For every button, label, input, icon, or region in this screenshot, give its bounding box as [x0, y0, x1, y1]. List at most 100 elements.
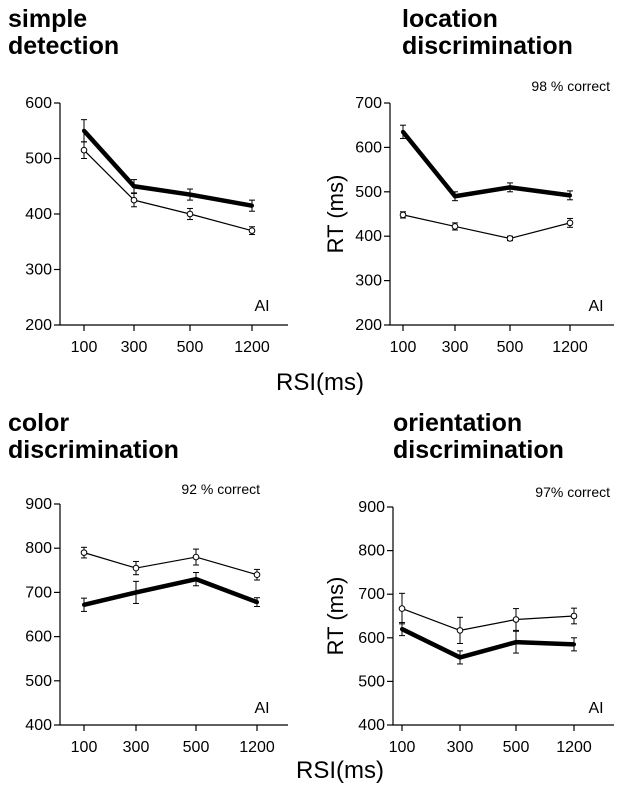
thick-series-line [82, 129, 253, 208]
thin-series-line [402, 214, 571, 240]
y-axis-label: RT (ms) [323, 175, 348, 254]
data-point-filled [453, 194, 457, 199]
y-tick-label: 400 [25, 717, 52, 734]
y-tick-label: 900 [358, 499, 385, 516]
y-tick-label: 600 [25, 95, 52, 112]
y-axis-label: RT (ms) [323, 577, 348, 656]
data-point-filled [401, 129, 405, 134]
thick-series-line [401, 627, 575, 660]
axis-lines [392, 507, 614, 726]
data-point-filled [82, 128, 86, 133]
y-tick-label: 600 [358, 630, 385, 647]
x-tick-label: 1200 [234, 339, 270, 356]
thin-series-line [401, 608, 575, 631]
x-tick-label: 300 [447, 739, 474, 756]
thick-series-line [401, 130, 571, 199]
data-point-open-circle [398, 605, 406, 612]
y-tick-label: 700 [25, 584, 52, 601]
x-axis-label-top: RSI(ms) [276, 369, 364, 396]
data-point-open-circle [192, 553, 200, 561]
y-tick-label: 600 [355, 139, 382, 156]
axis-lines [59, 504, 288, 726]
axis-lines [59, 103, 288, 326]
y-tick-label: 800 [25, 540, 52, 557]
chart-title-line: orientation [393, 409, 522, 437]
y-tick-label: 500 [355, 184, 382, 201]
y-tick-label: 200 [25, 317, 52, 334]
data-point-filled [508, 185, 512, 190]
y-tick-label: 700 [355, 95, 382, 112]
accuracy-note: 97% correct [535, 484, 610, 500]
y-tick-label: 200 [355, 317, 382, 334]
accuracy-note: 92 % correct [181, 481, 260, 497]
x-tick-label: 1200 [239, 739, 275, 756]
data-point-filled [194, 577, 198, 582]
x-tick-label: 100 [71, 739, 98, 756]
data-point-filled [188, 192, 192, 197]
x-tick-label: 300 [123, 739, 150, 756]
x-tick-label: 100 [71, 339, 98, 356]
data-point-filled [400, 627, 404, 632]
x-tick-label: 500 [183, 739, 210, 756]
x-tick-label: 500 [497, 339, 524, 356]
y-tick-label: 700 [358, 586, 385, 603]
subject-label: AI [588, 298, 603, 315]
y-tick-label: 300 [355, 273, 382, 290]
x-tick-label: 300 [121, 339, 148, 356]
chart-title-line: location [402, 5, 498, 33]
data-point-open-circle [566, 219, 574, 227]
chart-title-line: discrimination [393, 436, 564, 464]
chart-title-line: detection [8, 32, 119, 60]
data-point-open-circle [570, 612, 578, 620]
y-tick-label: 800 [358, 543, 385, 560]
data-point-filled [255, 600, 259, 605]
chart-title-line: color [8, 409, 69, 437]
chart-title-line: simple [8, 5, 87, 33]
subject-label: AI [588, 700, 603, 717]
x-tick-label: 1200 [556, 739, 592, 756]
y-tick-label: 500 [25, 151, 52, 168]
data-point-filled [458, 655, 462, 660]
y-tick-label: 400 [358, 717, 385, 734]
y-tick-label: 500 [358, 673, 385, 690]
data-point-filled [82, 602, 86, 607]
x-tick-label: 500 [503, 739, 530, 756]
subject-label: AI [254, 298, 269, 315]
x-tick-label: 300 [442, 339, 469, 356]
axis-lines [389, 103, 614, 326]
accuracy-note: 98 % correct [531, 78, 610, 94]
x-tick-label: 100 [389, 739, 416, 756]
data-point-filled [514, 640, 518, 645]
y-tick-label: 500 [25, 673, 52, 690]
data-point-open-circle [512, 616, 520, 623]
data-point-open-circle [186, 210, 194, 218]
y-tick-label: 400 [355, 228, 382, 245]
chart-title-line: discrimination [8, 436, 179, 464]
data-point-open-circle [80, 549, 88, 556]
subject-label: AI [254, 700, 269, 717]
data-point-open-circle [80, 146, 88, 154]
data-point-open-circle [506, 235, 514, 242]
data-point-filled [250, 203, 254, 208]
data-point-open-circle [399, 211, 407, 219]
data-point-open-circle [130, 196, 138, 204]
data-point-filled [568, 193, 572, 198]
data-point-open-circle [456, 627, 464, 634]
data-point-open-circle [451, 223, 459, 230]
x-tick-label: 100 [390, 339, 417, 356]
x-tick-label: 500 [177, 339, 204, 356]
thick-series-line [83, 576, 258, 607]
y-tick-label: 400 [25, 206, 52, 223]
data-point-open-circle [253, 571, 261, 579]
y-tick-label: 600 [25, 629, 52, 646]
x-tick-label: 1200 [552, 339, 588, 356]
data-point-open-circle [132, 564, 140, 572]
data-point-open-circle [248, 227, 256, 234]
data-point-filled [132, 184, 136, 189]
data-point-filled [134, 590, 138, 595]
data-point-filled [572, 642, 576, 647]
